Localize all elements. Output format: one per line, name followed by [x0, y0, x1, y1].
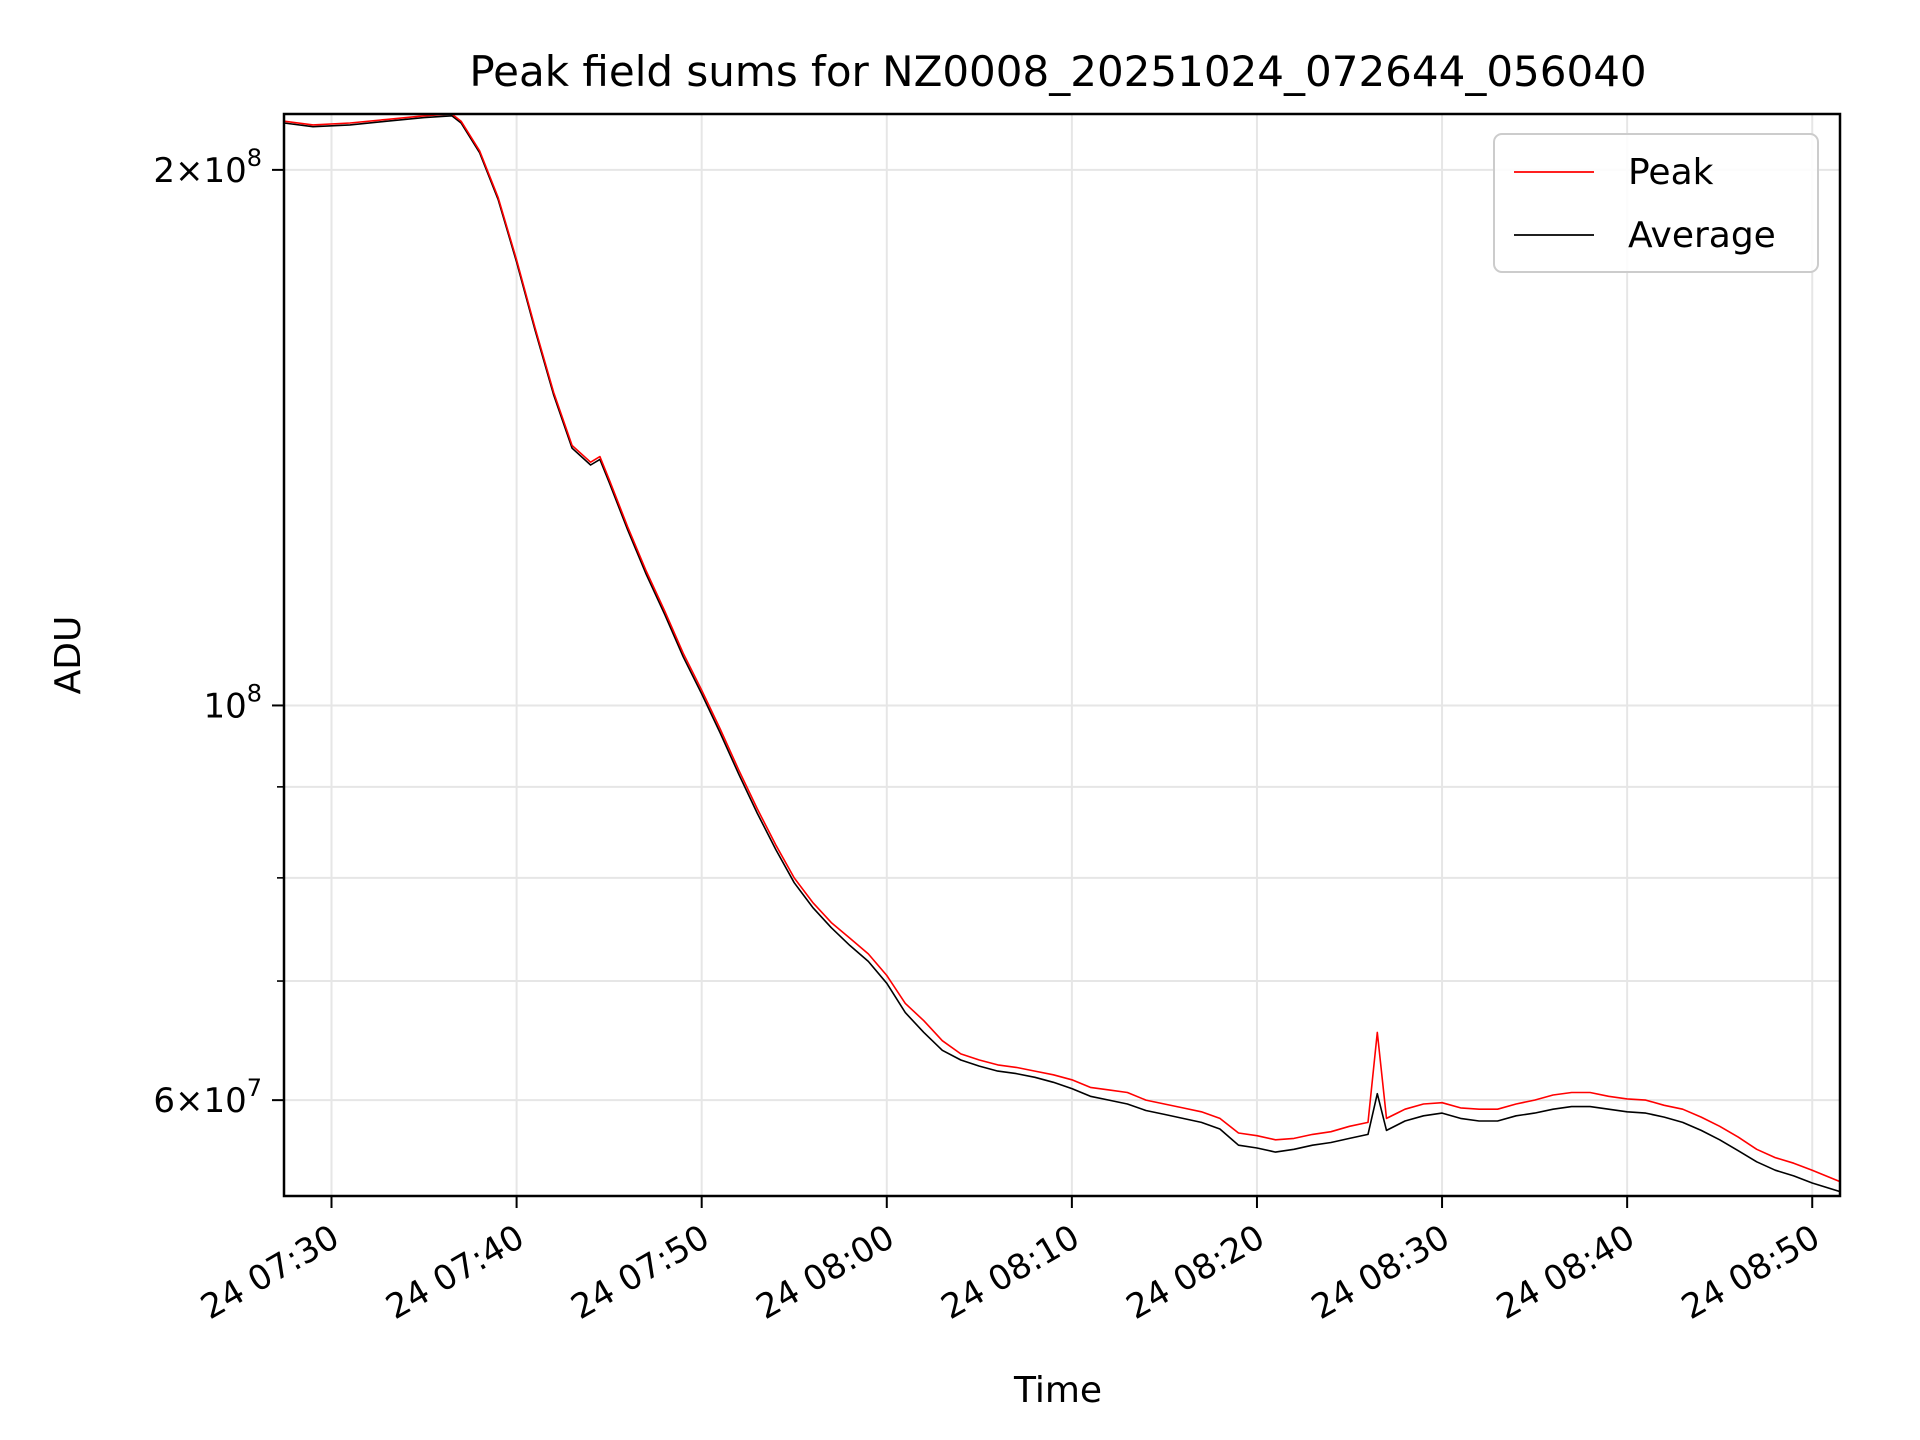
y-axis-label: ADU [48, 616, 89, 695]
y-tick-base: 2 [153, 151, 175, 191]
x-tick-label: 24 08:10 [935, 1217, 1087, 1328]
x-axis: 24 07:30 24 07:40 24 07:50 24 08:00 24 08:10… [194, 1196, 1827, 1328]
x-tick-label: 24 08:50 [1675, 1217, 1827, 1328]
y-tick-times: × [175, 1081, 204, 1121]
y-tick-times: × [175, 151, 204, 191]
y-tick-ten: 10 [203, 686, 246, 726]
x-axis-label: Time [1013, 1370, 1102, 1411]
series-line-peak [284, 114, 1840, 1183]
y-tick-exponent: 8 [247, 679, 262, 707]
y-tick-exponent: 7 [247, 1074, 262, 1102]
legend-label-average: Average [1628, 215, 1776, 256]
y-tick-ten: 10 [203, 1081, 246, 1121]
legend: Peak Average [1493, 133, 1819, 273]
y-tick-label: 108 [203, 679, 262, 726]
x-tick-label: 24 07:30 [194, 1217, 346, 1328]
chart-title: Peak field sums for NZ0008_20251024_0726… [469, 47, 1646, 96]
legend-label-peak: Peak [1628, 152, 1714, 193]
plot-frame [282, 112, 1842, 1198]
x-tick-label: 24 07:50 [564, 1217, 716, 1328]
series-line-average [284, 115, 1840, 1193]
x-tick-label: 24 08:40 [1490, 1217, 1642, 1328]
y-tick-label: 2×108 [153, 144, 262, 191]
legend-box [1493, 133, 1819, 273]
x-tick-label: 24 08:30 [1305, 1217, 1457, 1328]
y-tick-ten: 10 [203, 151, 246, 191]
grid [284, 114, 1840, 1196]
y-tick-base: 6 [153, 1081, 175, 1121]
y-tick-label: 6×107 [153, 1074, 262, 1121]
x-tick-label: 24 08:00 [750, 1217, 902, 1328]
x-tick-label: 24 07:40 [379, 1217, 531, 1328]
y-tick-exponent: 8 [247, 144, 262, 172]
series-layer [284, 114, 1840, 1193]
x-tick-label: 24 08:20 [1120, 1217, 1272, 1328]
